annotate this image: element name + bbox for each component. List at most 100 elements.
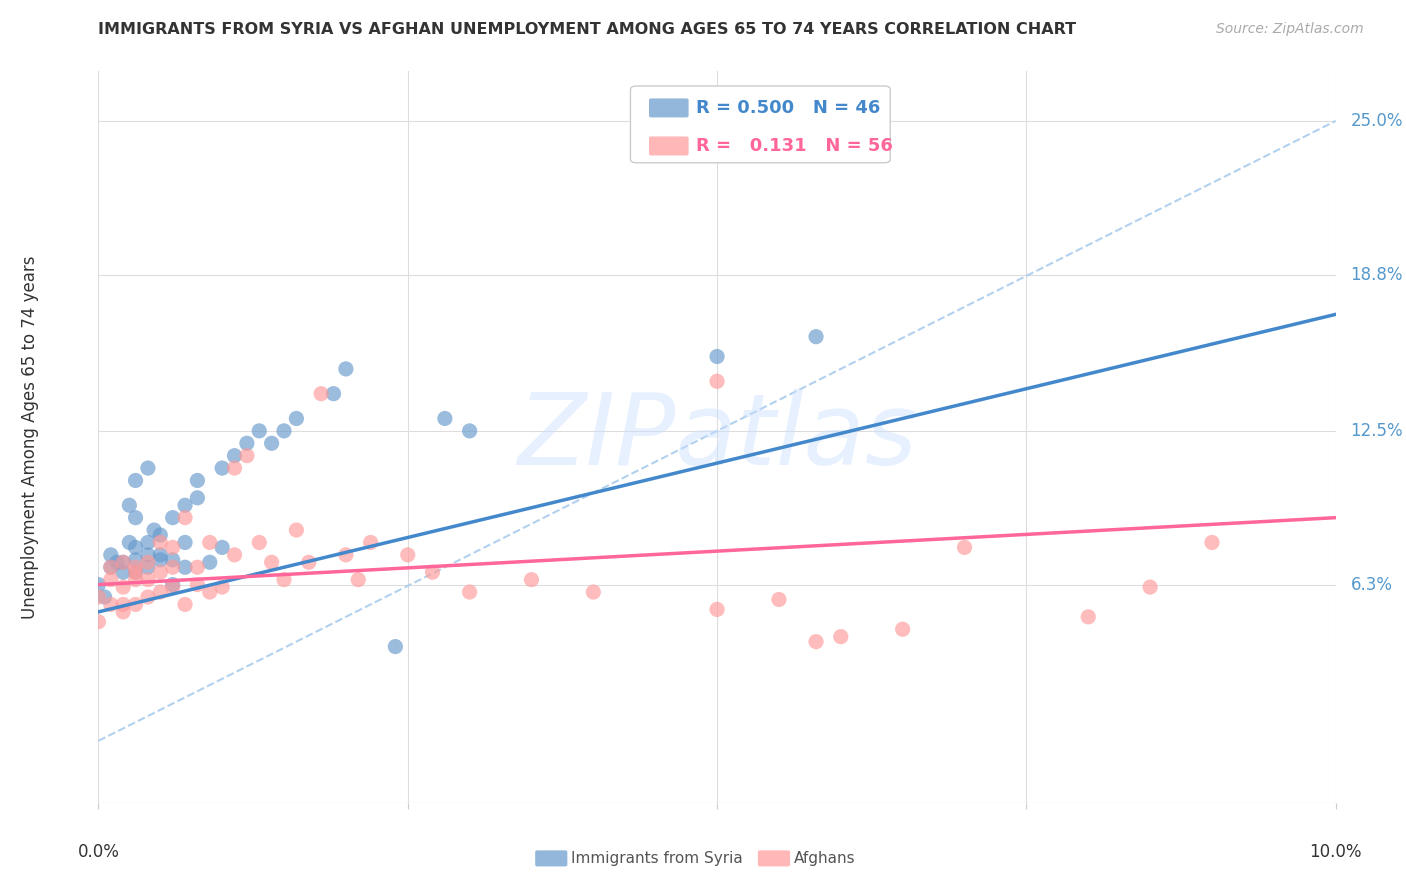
Point xyxy=(198,535,221,549)
Point xyxy=(260,555,283,569)
Point xyxy=(360,535,382,549)
Point xyxy=(804,634,827,648)
Point xyxy=(136,461,159,475)
Point xyxy=(174,560,197,574)
Text: 18.8%: 18.8% xyxy=(1351,266,1403,284)
Point xyxy=(273,573,295,587)
Point xyxy=(162,553,184,567)
Point xyxy=(149,553,172,567)
Point xyxy=(149,585,172,599)
Point xyxy=(124,541,146,555)
Point xyxy=(706,350,728,364)
Text: ZIPatlas: ZIPatlas xyxy=(517,389,917,485)
Point xyxy=(124,553,146,567)
Point xyxy=(118,535,141,549)
Point xyxy=(309,386,332,401)
Point xyxy=(124,560,146,574)
Point xyxy=(118,498,141,512)
Point xyxy=(149,535,172,549)
Point xyxy=(149,528,172,542)
Point xyxy=(211,580,233,594)
Point xyxy=(174,598,197,612)
Point xyxy=(830,630,852,644)
Point xyxy=(100,598,122,612)
Point xyxy=(891,622,914,636)
Point xyxy=(458,424,481,438)
Text: 6.3%: 6.3% xyxy=(1351,575,1392,593)
Point xyxy=(124,573,146,587)
Point xyxy=(93,590,115,604)
Point xyxy=(124,565,146,579)
FancyBboxPatch shape xyxy=(650,136,689,155)
Point xyxy=(136,555,159,569)
Point xyxy=(136,548,159,562)
Point xyxy=(149,548,172,562)
Text: Afghans: Afghans xyxy=(794,851,855,866)
Point xyxy=(1139,580,1161,594)
Point xyxy=(198,585,221,599)
Point xyxy=(87,590,110,604)
Point xyxy=(804,329,827,343)
Point xyxy=(433,411,456,425)
Point xyxy=(149,565,172,579)
Point xyxy=(112,605,135,619)
Point xyxy=(1201,535,1223,549)
Point xyxy=(186,491,208,505)
Point xyxy=(162,541,184,555)
Point xyxy=(236,449,259,463)
Point xyxy=(162,580,184,594)
Point xyxy=(768,592,790,607)
Point xyxy=(236,436,259,450)
Point xyxy=(384,640,406,654)
Text: 25.0%: 25.0% xyxy=(1351,112,1403,130)
Point xyxy=(298,555,321,569)
Point xyxy=(247,535,270,549)
Text: Source: ZipAtlas.com: Source: ZipAtlas.com xyxy=(1216,22,1364,37)
Point xyxy=(100,560,122,574)
Point xyxy=(186,577,208,591)
Point xyxy=(162,560,184,574)
Point xyxy=(174,535,197,549)
Text: 12.5%: 12.5% xyxy=(1351,422,1403,440)
Point xyxy=(162,577,184,591)
Point xyxy=(162,510,184,524)
Point xyxy=(124,510,146,524)
Point xyxy=(112,565,135,579)
Point xyxy=(224,461,246,475)
Point xyxy=(211,461,233,475)
Point xyxy=(186,560,208,574)
Point xyxy=(224,449,246,463)
Point xyxy=(224,548,246,562)
Point xyxy=(458,585,481,599)
Text: Immigrants from Syria: Immigrants from Syria xyxy=(571,851,742,866)
Point xyxy=(520,573,543,587)
Point xyxy=(198,555,221,569)
Point xyxy=(211,541,233,555)
Point xyxy=(247,424,270,438)
Point xyxy=(174,498,197,512)
Point xyxy=(124,598,146,612)
Point xyxy=(335,362,357,376)
Text: IMMIGRANTS FROM SYRIA VS AFGHAN UNEMPLOYMENT AMONG AGES 65 TO 74 YEARS CORRELATI: IMMIGRANTS FROM SYRIA VS AFGHAN UNEMPLOY… xyxy=(98,22,1077,37)
Point xyxy=(706,374,728,388)
Point xyxy=(582,585,605,599)
Point xyxy=(273,424,295,438)
Point xyxy=(136,590,159,604)
Text: 10.0%: 10.0% xyxy=(1309,843,1362,861)
Point xyxy=(335,548,357,562)
Point xyxy=(347,573,370,587)
Point xyxy=(112,598,135,612)
Point xyxy=(422,565,444,579)
Point xyxy=(124,474,146,488)
Point xyxy=(100,573,122,587)
Point xyxy=(285,411,308,425)
Point xyxy=(706,602,728,616)
Point xyxy=(186,474,208,488)
FancyBboxPatch shape xyxy=(630,86,890,162)
FancyBboxPatch shape xyxy=(650,98,689,118)
Point xyxy=(260,436,283,450)
Point xyxy=(136,535,159,549)
Point xyxy=(322,386,344,401)
Point xyxy=(174,510,197,524)
Point xyxy=(112,555,135,569)
